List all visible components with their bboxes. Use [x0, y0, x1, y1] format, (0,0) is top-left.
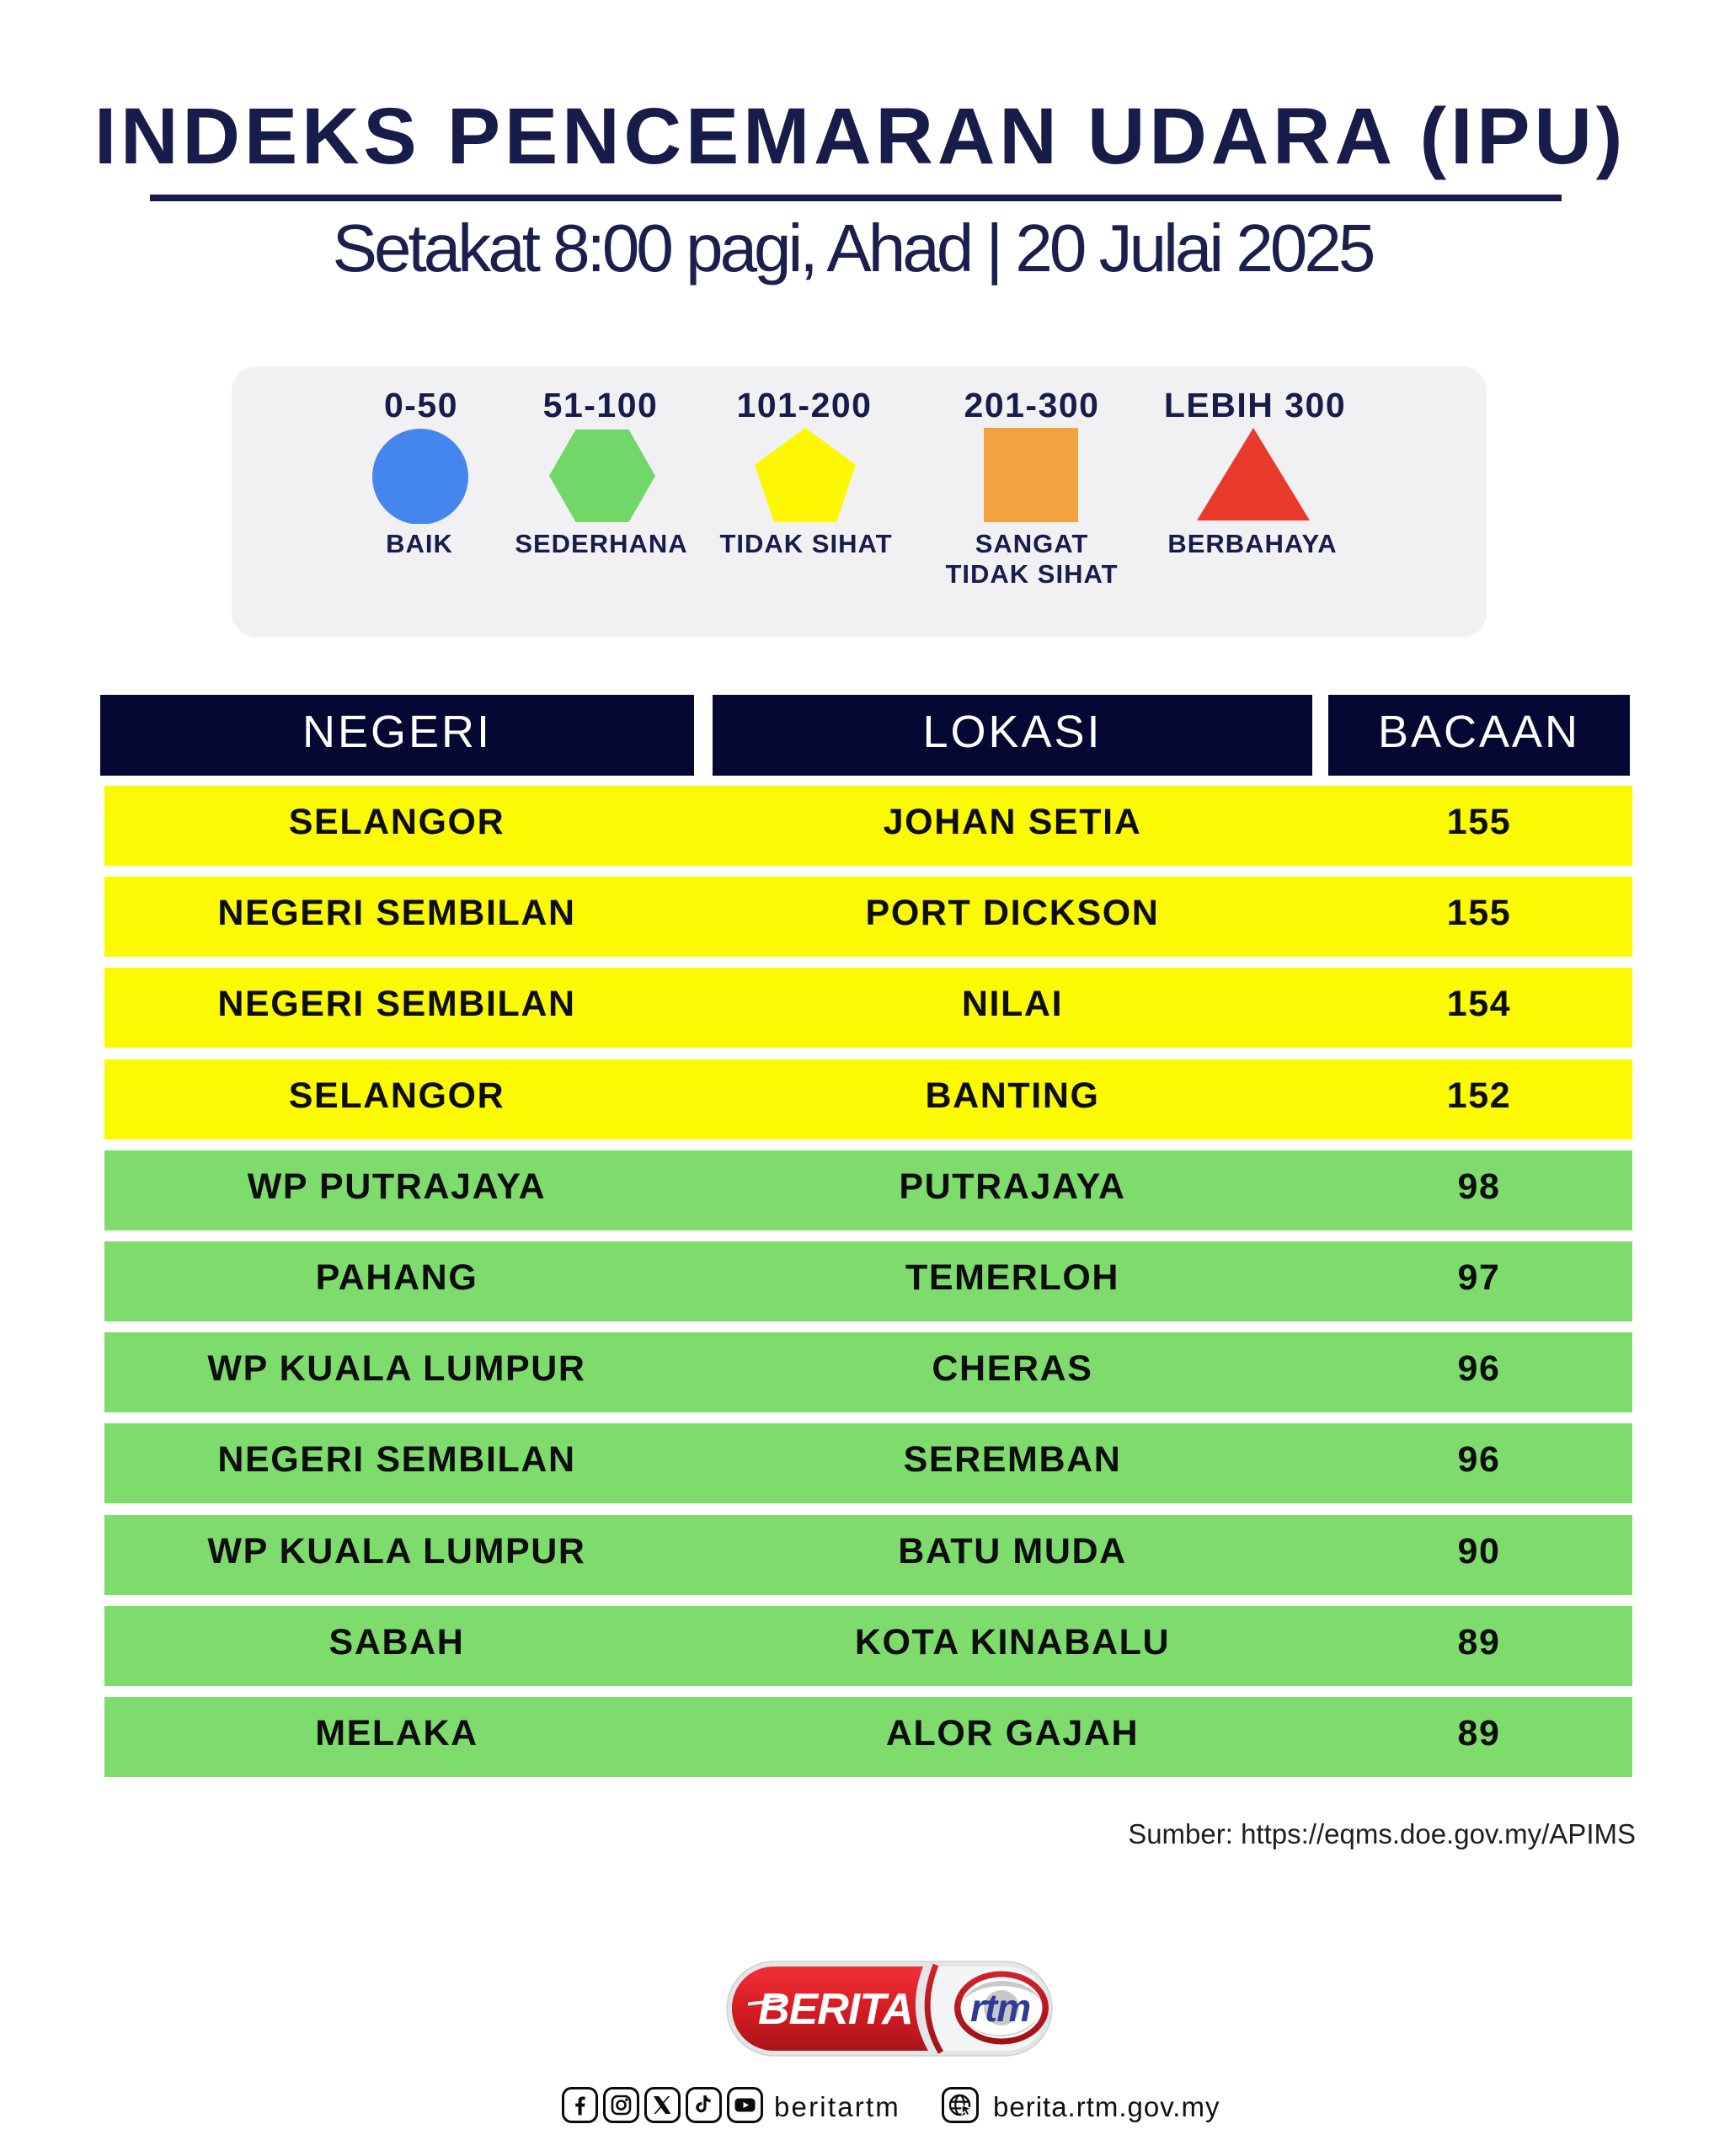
svg-text:BERITA: BERITA [758, 1985, 913, 2034]
svg-text:rtm: rtm [970, 1986, 1030, 2030]
